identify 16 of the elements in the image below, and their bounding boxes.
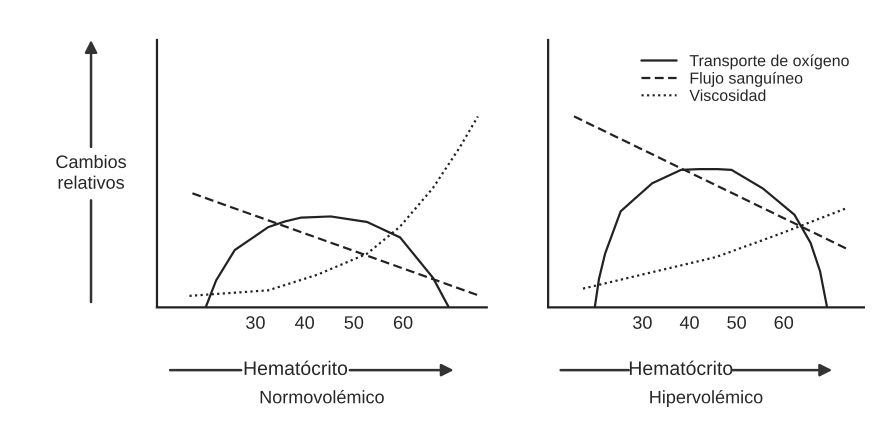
- text: Hipervolémico: [650, 390, 762, 408]
- x-tick-label: 60: [774, 316, 794, 329]
- x-axis-title: Hematócrito: [630, 360, 732, 376]
- y-axis-title: Cambios relativos: [56, 154, 126, 189]
- x-tick-label: 60: [394, 316, 412, 329]
- text: Normovolémico: [260, 390, 384, 404]
- x-tick-label: 30: [633, 316, 652, 329]
- legend-label: Flujo sanguíneo: [690, 72, 802, 87]
- x-axis-title: Hematócrito: [244, 360, 348, 376]
- x-tick-label: 50: [727, 316, 746, 329]
- x-tick-label: 50: [344, 316, 364, 329]
- legend-label: Transporte de oxígeno: [690, 54, 849, 70]
- x-tick-label: 30: [246, 316, 265, 329]
- x-tick-label: 40: [680, 316, 699, 329]
- legend-label: Viscosidad: [689, 89, 766, 102]
- x-tick-label: 40: [295, 316, 314, 329]
